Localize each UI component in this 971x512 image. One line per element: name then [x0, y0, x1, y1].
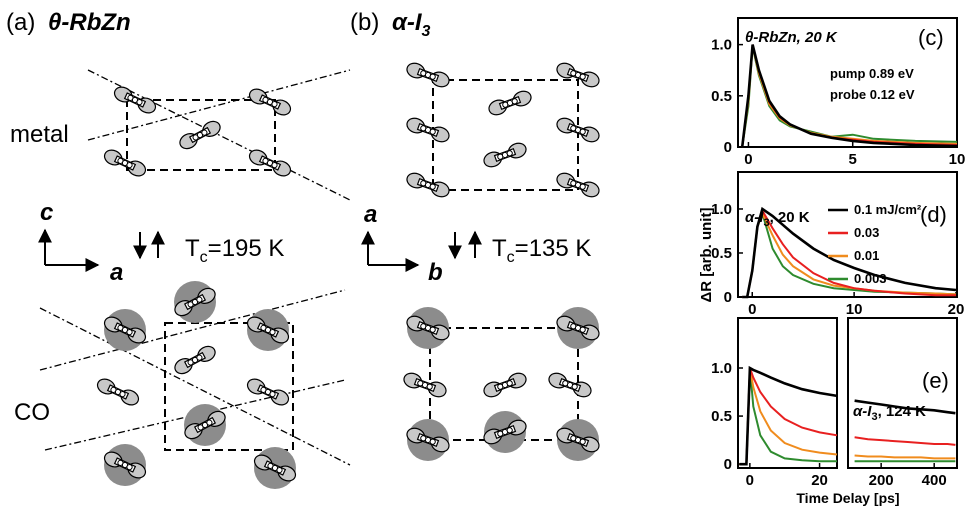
y-tick-label: 1.0 [711, 37, 732, 54]
y-axis-label: ΔR [arb. unit] [698, 208, 715, 303]
panel-title: α-I3 [392, 9, 431, 40]
molecule [405, 171, 451, 199]
molecule [95, 376, 141, 407]
axis-label: a [364, 201, 377, 228]
symbol: T [185, 235, 200, 262]
molecule [405, 61, 451, 89]
x-tick-label: 20 [811, 472, 828, 489]
molecule [402, 371, 448, 399]
annotation: pump 0.89 eV [830, 66, 914, 81]
panel-title: θ-RbZn [48, 9, 131, 36]
y-tick-label: 0 [724, 456, 732, 473]
stack-lines [40, 70, 350, 465]
molecule [247, 147, 293, 178]
subscript: 3 [422, 23, 431, 40]
data-line [739, 368, 837, 464]
x-tick-label: 5 [849, 151, 857, 168]
title-rest: , 124 K [878, 403, 927, 420]
value: =195 K [208, 235, 285, 262]
data-line [855, 456, 956, 459]
panel-label: (c) [918, 25, 944, 50]
value: =135 K [515, 235, 592, 262]
phase-label: CO [14, 399, 50, 426]
panel-label: (d) [920, 202, 947, 227]
symbol: T [492, 235, 507, 262]
transition-temperature: Tc=135 K [492, 235, 591, 266]
x-tick-label: 20 [948, 301, 965, 318]
y-tick-label: 0 [724, 139, 732, 156]
axis-label: a [110, 259, 123, 286]
subscript: c [507, 249, 515, 266]
chart-title: α-I3, 124 K [853, 403, 926, 423]
data-line [739, 368, 837, 464]
data-line [739, 368, 837, 464]
title-text: θ-RbZn, 20 K [745, 29, 838, 46]
molecule [247, 86, 293, 117]
title: α-I [392, 9, 423, 36]
molecules [95, 61, 601, 489]
transition-temperature: Tc=195 K [185, 235, 284, 266]
title-text: α-I [745, 209, 764, 226]
x-tick-label: 0 [746, 472, 754, 489]
legend-label: 0.1 mJ/cm² [854, 202, 922, 217]
subscript: c [200, 249, 208, 266]
figure: (a) θ-RbZn metal c a Tc=195 K CO (b) α-I… [0, 0, 971, 512]
data-line [739, 368, 837, 464]
legend-label: 0.003 [854, 271, 887, 286]
plot-frame [848, 318, 957, 468]
x-tick-label: 200 [869, 472, 894, 489]
legend-label: 0.03 [854, 225, 879, 240]
title-rest: , 20 K [770, 209, 810, 226]
chart-title: θ-RbZn, 20 K [745, 29, 838, 46]
y-tick-label: 0 [724, 289, 732, 306]
molecule [112, 84, 158, 115]
molecule [245, 376, 291, 407]
molecule [547, 371, 593, 399]
data-line [855, 437, 956, 445]
molecule [102, 147, 148, 178]
x-tick-label: 10 [846, 301, 863, 318]
y-tick-label: 0.5 [711, 408, 732, 425]
axis-label: b [428, 259, 443, 286]
x-tick-label: 10 [949, 151, 966, 168]
y-tick-label: 0.5 [711, 88, 732, 105]
molecule [482, 371, 528, 399]
chart-title: α-I3, 20 K [745, 209, 810, 229]
annotation: probe 0.12 eV [830, 87, 915, 102]
molecule [405, 116, 451, 144]
molecule [482, 141, 528, 169]
phase-label: metal [10, 121, 69, 148]
x-tick-label: 0 [748, 301, 756, 318]
panel-label: (b) [350, 9, 379, 36]
y-tick-label: 1.0 [711, 360, 732, 377]
legend-label: 0.01 [854, 248, 879, 263]
panel-label: (a) [6, 9, 35, 36]
x-tick-label: 0 [744, 151, 752, 168]
title-text: α-I [853, 403, 872, 420]
molecule [172, 343, 217, 376]
molecule [177, 118, 222, 151]
axis-label: c [40, 199, 53, 226]
x-axis-label: Time Delay [ps] [796, 490, 899, 506]
x-tick-label: 400 [922, 472, 947, 489]
panel-label: (e) [922, 368, 949, 393]
molecule [487, 89, 533, 117]
